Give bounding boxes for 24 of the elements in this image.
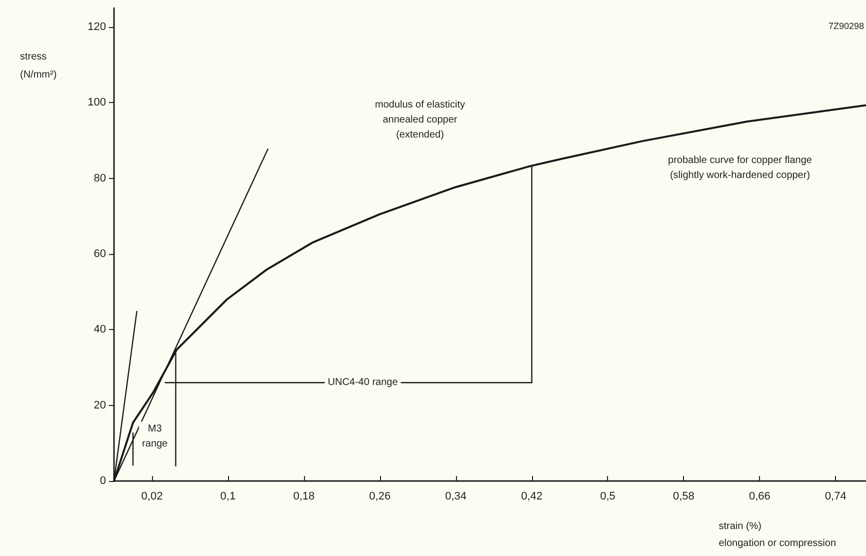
x-tick-label: 0,58 (672, 490, 694, 502)
x-tick-label: 0,02 (141, 490, 163, 502)
y-tick-label: 80 (94, 172, 106, 184)
annotation: M3 range (142, 424, 168, 450)
x-tick-label: 0,1 (220, 490, 236, 502)
annotation: modulus of elasticity annealed copper (extended) (374, 100, 466, 140)
y-tick-label: 100 (88, 96, 106, 109)
x-tick-label: 0,5 (600, 490, 616, 502)
x-tick-label: 0,42 (521, 490, 542, 502)
annotation: 7Z90298 (828, 21, 864, 31)
x-tick-label: 0,74 (824, 490, 846, 502)
y-tick-label: 120 (88, 20, 106, 33)
y-axis-title: stress (N/mm²) (20, 52, 57, 80)
y-tick-label: 40 (94, 324, 106, 336)
y-tick-label: 60 (94, 248, 106, 260)
annotation: probable curve for copper flange (slightly work-hardened copper) (668, 155, 812, 181)
y-tick-label: 20 (94, 399, 106, 412)
annotation: UNC4-40 range (328, 377, 398, 388)
x-tick-label: 0,66 (748, 490, 770, 502)
y-tick-label: 0 (100, 475, 106, 487)
x-tick-label: 0,26 (369, 490, 391, 502)
x-tick-label: 0,34 (445, 490, 467, 502)
x-axis-title: strain (%) elongation or compression (718, 521, 836, 549)
x-tick-label: 0,18 (293, 490, 315, 502)
